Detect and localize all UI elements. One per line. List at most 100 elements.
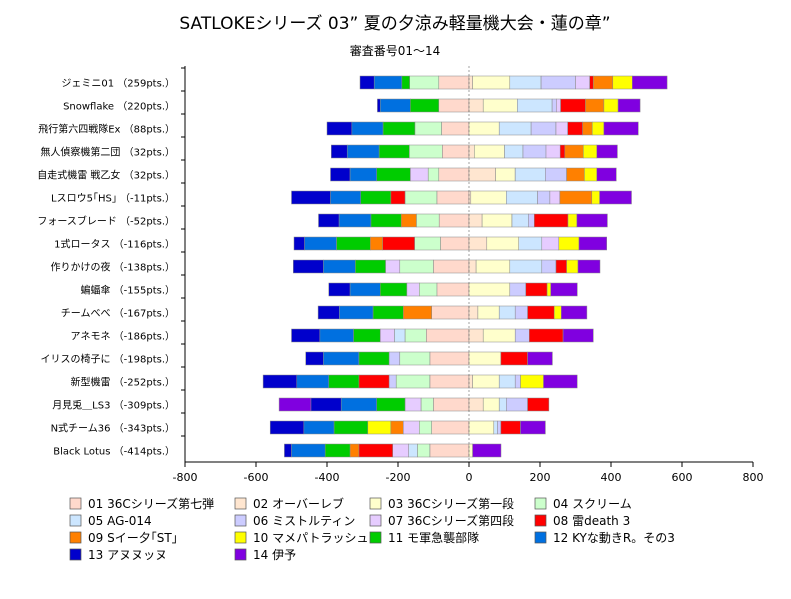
bar-segment (529, 328, 564, 343)
x-tick-label: 600 (672, 471, 693, 484)
bar-segment (582, 121, 593, 136)
bar-segment (438, 98, 470, 113)
plot-area: -800 -600 -400 -200 0 200 400 600 800 ジェミニ01 （259… (37, 66, 764, 484)
bar-segment (291, 328, 321, 343)
bar-segment (566, 259, 579, 274)
bar-segment (566, 167, 585, 182)
bar-segment (555, 121, 568, 136)
bar-segment (404, 190, 438, 205)
category-label: 作りかけの夜 （-138pts.） (50, 261, 175, 274)
bar-segment (370, 236, 383, 251)
bar-segment (310, 397, 342, 412)
bar-segment (546, 282, 551, 297)
bar-segment (468, 236, 488, 251)
bar-segment (522, 144, 547, 159)
bar-segment (525, 282, 548, 297)
bar-segment (527, 351, 553, 366)
bar-segment (323, 351, 360, 366)
bar-segment (468, 443, 473, 458)
bar-segment (527, 397, 550, 412)
chart-subtitle: 審査番号01～14 (350, 43, 441, 58)
bar-segment (293, 236, 305, 251)
category-label: 飛行第六四戦隊Ex （88pts.） (38, 123, 175, 136)
bar-segment (468, 374, 473, 389)
bar-segment (429, 443, 470, 458)
bar-segment (431, 305, 470, 320)
bar-segment (468, 397, 484, 412)
bar-segment (493, 420, 498, 435)
legend-swatch (69, 514, 82, 527)
legend-label: 13 アヌヌッヌ (88, 548, 167, 562)
bar-segment (414, 236, 441, 251)
bar-segment (593, 75, 614, 90)
bar-segment (498, 374, 516, 389)
bar-segment (540, 75, 576, 90)
bar-segment (359, 75, 375, 90)
bar-segment (468, 259, 477, 274)
bar-segment (376, 397, 406, 412)
bar-segment (358, 443, 393, 458)
bar-segment (603, 121, 639, 136)
bar-segment (599, 190, 632, 205)
legend-label: 02 オーバーレブ (253, 496, 344, 511)
bar-segment (468, 305, 479, 320)
bar-segment (468, 351, 502, 366)
bar-segment (278, 397, 312, 412)
bar-segment (559, 144, 566, 159)
bar-segment (498, 397, 507, 412)
bar-segment (474, 144, 505, 159)
bar-segment (419, 282, 438, 297)
bar-segment (468, 167, 496, 182)
bar-segment (617, 98, 641, 113)
x-tick-label: 800 (743, 471, 764, 484)
bar-segment (420, 397, 434, 412)
bar-segment (414, 121, 442, 136)
bar-segment (328, 282, 351, 297)
bar-segment (541, 259, 557, 274)
category-label: チームべべ （-167pts.） (61, 308, 175, 320)
bar-segment (603, 98, 619, 113)
bar-segment (382, 121, 416, 136)
bar-segment (612, 75, 633, 90)
bar-segment (373, 75, 403, 90)
legend-label: 14 伊予 (253, 548, 296, 562)
bar-segment (319, 328, 354, 343)
bar-segment (360, 190, 392, 205)
bar-segment (527, 305, 555, 320)
bar-segment (358, 351, 390, 366)
bar-segment (427, 167, 440, 182)
bar-segment (403, 305, 432, 320)
bar-segment (537, 190, 551, 205)
bar-segment (482, 328, 516, 343)
bar-segment (509, 75, 542, 90)
bar-segment (468, 282, 511, 297)
bar-segment (296, 374, 329, 389)
bar-segment (468, 98, 484, 113)
bar-segment (584, 167, 598, 182)
bar-segment (346, 144, 380, 159)
bar-segment (632, 75, 668, 90)
bar-segment (567, 121, 583, 136)
bar-segment (339, 305, 374, 320)
bar-segment (441, 121, 470, 136)
legend-label: 10 マメパトラッシュ (253, 531, 368, 545)
bar-segment (358, 374, 390, 389)
category-label: Black Lotus （-414pts.） (53, 446, 175, 458)
bar-segment (470, 190, 507, 205)
bar-segment (562, 328, 594, 343)
category-label: 1式ロータス （-116pts.） (54, 238, 175, 251)
bar-segment (549, 190, 561, 205)
bar-segment (404, 397, 422, 412)
bar-segment (472, 374, 500, 389)
category-label: フォースブレード （-52pts.） (37, 215, 175, 228)
bar-segment (417, 443, 431, 458)
bar-segment (303, 420, 335, 435)
legend-swatch (534, 497, 547, 510)
legend-swatch (234, 497, 247, 510)
bar-segment (528, 213, 535, 228)
bar-segment (409, 144, 443, 159)
bar-segment (575, 75, 590, 90)
bar-segment (323, 259, 356, 274)
bar-segment (560, 98, 586, 113)
